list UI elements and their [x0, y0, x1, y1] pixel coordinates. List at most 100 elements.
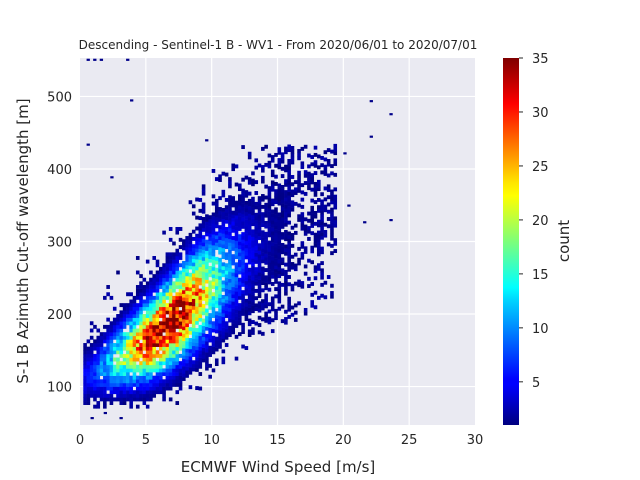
histogram-cell [119, 332, 124, 337]
x-tick-label: 20 [335, 433, 352, 448]
histogram-cell [290, 204, 295, 208]
histogram-cell [172, 324, 176, 329]
histogram-cell [333, 238, 338, 243]
histogram-cell [116, 317, 120, 322]
histogram-cell [129, 397, 133, 402]
histogram-cell [264, 202, 268, 207]
histogram-cell [234, 229, 239, 234]
histogram-cell [185, 304, 189, 309]
histogram-cell [284, 273, 288, 278]
histogram-cell [211, 266, 216, 271]
histogram-cell [221, 193, 226, 198]
histogram-cell [241, 326, 245, 331]
histogram-cell [165, 263, 170, 268]
histogram-cell [208, 240, 212, 245]
histogram-cell [264, 206, 268, 211]
histogram-cell [201, 253, 206, 258]
histogram-cell [274, 265, 278, 270]
histogram-cell [185, 323, 189, 328]
histogram-cell [293, 281, 298, 286]
histogram-cell [175, 292, 180, 297]
histogram-cell [205, 257, 209, 262]
histogram-cell [214, 231, 219, 236]
histogram-cell [195, 320, 199, 325]
histogram-cell [218, 301, 222, 306]
histogram-cell [257, 210, 262, 215]
histogram-cell [149, 285, 153, 289]
histogram-cell [109, 350, 114, 355]
histogram-cell [122, 375, 127, 380]
histogram-cell [234, 207, 239, 212]
histogram-cell [195, 291, 199, 296]
histogram-cell [241, 282, 245, 287]
histogram-cell [159, 303, 163, 308]
histogram-cell [149, 346, 153, 351]
histogram-cell [145, 317, 150, 322]
histogram-cell [267, 309, 272, 314]
histogram-cell [165, 303, 170, 308]
histogram-cell [165, 321, 170, 326]
histogram-cell [168, 321, 173, 326]
histogram-cell [83, 401, 87, 405]
histogram-cell [175, 343, 180, 347]
histogram-cell [205, 326, 209, 331]
histogram-cell [145, 375, 150, 380]
histogram-cell [241, 145, 245, 150]
histogram-cells [83, 58, 393, 420]
histogram-cell [211, 270, 216, 275]
histogram-cell [261, 197, 265, 202]
histogram-cell [254, 252, 259, 257]
histogram-cell [162, 288, 166, 293]
histogram-cell [103, 390, 107, 395]
histogram-cell [214, 293, 219, 298]
histogram-cell [201, 271, 206, 276]
histogram-cell [261, 252, 265, 257]
histogram-cell [284, 320, 288, 325]
histogram-cell [228, 264, 232, 269]
histogram-cell [287, 246, 291, 250]
histogram-cell [211, 168, 216, 173]
histogram-cell [284, 219, 288, 224]
histogram-cell [270, 155, 275, 159]
histogram-cell [290, 305, 295, 310]
histogram-cell [139, 299, 143, 304]
histogram-cell [270, 281, 275, 286]
histogram-cell [284, 204, 288, 209]
histogram-cell [244, 306, 249, 311]
histogram-cell [224, 281, 229, 286]
histogram-cell [126, 310, 130, 315]
histogram-cell [287, 242, 291, 247]
histogram-cell [277, 281, 282, 286]
histogram-cell [185, 239, 189, 244]
histogram-cell [132, 328, 137, 333]
histogram-cell [257, 236, 262, 240]
histogram-cell [119, 397, 124, 402]
histogram-cell [323, 208, 328, 213]
histogram-cell [201, 206, 206, 211]
histogram-cell [270, 256, 275, 261]
histogram-cell [188, 356, 193, 361]
histogram-cell [178, 353, 183, 358]
histogram-cell [159, 328, 163, 333]
histogram-cell [165, 350, 170, 355]
histogram-cell [112, 335, 117, 340]
histogram-cell [300, 255, 305, 260]
histogram-cell [139, 361, 143, 366]
histogram-cell [172, 281, 176, 286]
histogram-cell [152, 390, 157, 395]
histogram-cell [297, 301, 301, 306]
histogram-cell [218, 275, 222, 280]
histogram-cell [211, 263, 216, 268]
histogram-cell [103, 350, 107, 355]
histogram-cell [231, 225, 236, 230]
histogram-cell [313, 210, 318, 215]
histogram-cell [290, 207, 295, 212]
histogram-cell [142, 361, 147, 366]
histogram-cell [231, 272, 236, 277]
histogram-cell [284, 230, 288, 234]
histogram-cell [195, 306, 199, 311]
histogram-cell [293, 201, 298, 206]
histogram-cell [162, 386, 166, 391]
histogram-cell [247, 282, 252, 287]
